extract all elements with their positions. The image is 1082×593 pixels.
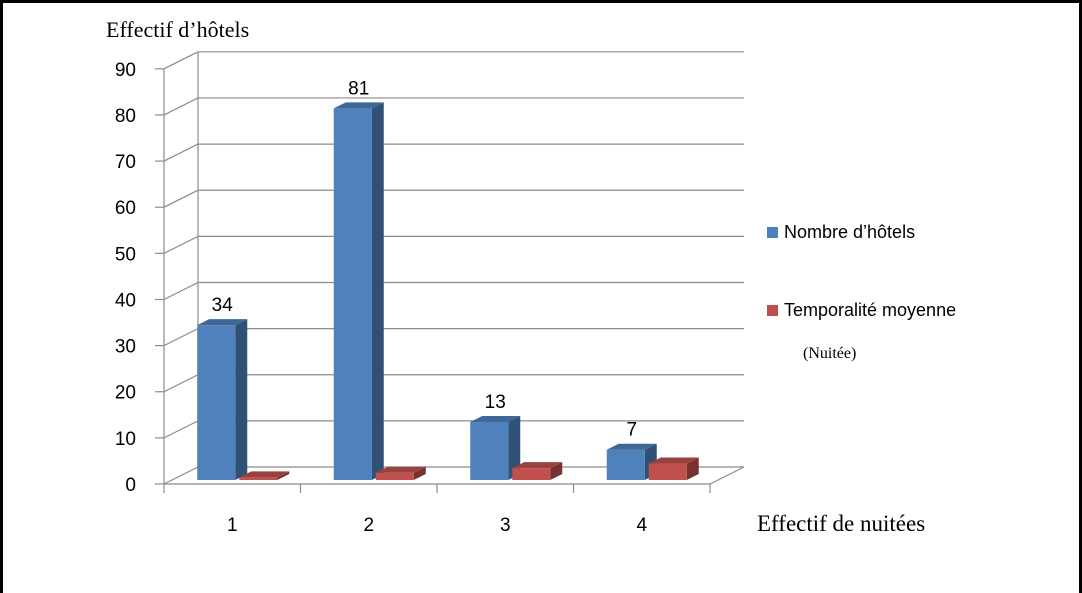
gridline-side xyxy=(163,51,199,70)
y-tick-label: 40 xyxy=(115,290,136,311)
bar xyxy=(239,477,278,480)
gridline-side xyxy=(163,328,199,347)
gridline-side xyxy=(163,97,199,116)
y-tick-label: 30 xyxy=(115,337,136,358)
gridline-side xyxy=(163,143,199,162)
data-label: 34 xyxy=(212,295,234,316)
bar xyxy=(648,463,687,480)
bars xyxy=(197,102,699,481)
gridline-side xyxy=(163,189,199,208)
y-tick-label: 70 xyxy=(115,152,136,173)
legend-label-nombre: Nombre d’hôtels xyxy=(784,222,915,242)
bar xyxy=(606,449,645,480)
bar xyxy=(197,325,236,480)
x-tick-label: 4 xyxy=(636,515,647,536)
bar-top xyxy=(197,319,248,326)
bar-top xyxy=(375,466,426,473)
bar xyxy=(375,472,414,480)
y-tick-label: 80 xyxy=(115,106,136,127)
data-label: 7 xyxy=(626,420,637,441)
bar-side xyxy=(413,466,426,480)
gridline-side xyxy=(163,420,199,439)
bar-top xyxy=(648,457,699,464)
bar-side xyxy=(550,462,563,480)
y-axis-title: Effectif d’hôtels xyxy=(106,17,249,42)
bar-side xyxy=(508,416,521,480)
bar-side xyxy=(235,319,248,480)
bar-top xyxy=(606,443,657,450)
x-tick-label: 2 xyxy=(363,515,374,536)
legend-swatch-nombre xyxy=(767,227,778,238)
data-label: 13 xyxy=(485,392,506,413)
y-tick-label: 10 xyxy=(115,429,136,450)
bar-top xyxy=(512,462,563,469)
bar-side xyxy=(371,102,384,481)
gridline-side xyxy=(163,374,199,393)
x-axis-title: Effectif de nuitées xyxy=(757,511,925,536)
y-tick-label: 90 xyxy=(115,60,136,81)
gridlines xyxy=(163,51,744,485)
bar-top xyxy=(239,471,290,478)
legend: Nombre d’hôtels Temporalité moyenne (Nui… xyxy=(767,222,956,362)
bar-side xyxy=(686,457,699,480)
bar xyxy=(512,468,551,480)
legend-label-nuitee: (Nuitée) xyxy=(803,345,856,362)
bar-top xyxy=(470,416,521,423)
gridline-side xyxy=(163,281,199,301)
legend-label-temporalite: Temporalité moyenne xyxy=(784,300,956,320)
data-label: 81 xyxy=(348,78,369,99)
bar-top xyxy=(333,102,384,109)
bar xyxy=(333,108,372,481)
y-tick-label: 60 xyxy=(115,198,136,219)
legend-swatch-temporalite xyxy=(767,305,778,316)
x-tick-label: 1 xyxy=(227,515,238,536)
y-tick-label: 20 xyxy=(115,383,136,404)
gridline-side xyxy=(163,466,199,485)
axes xyxy=(155,68,745,493)
bar-side xyxy=(277,471,290,480)
gridline-side xyxy=(163,235,199,254)
bar xyxy=(470,422,509,480)
y-tick-label: 50 xyxy=(115,244,136,265)
y-tick-label: 0 xyxy=(125,475,136,496)
x-tick-label: 3 xyxy=(500,515,511,536)
floor-right-edge xyxy=(709,466,745,485)
